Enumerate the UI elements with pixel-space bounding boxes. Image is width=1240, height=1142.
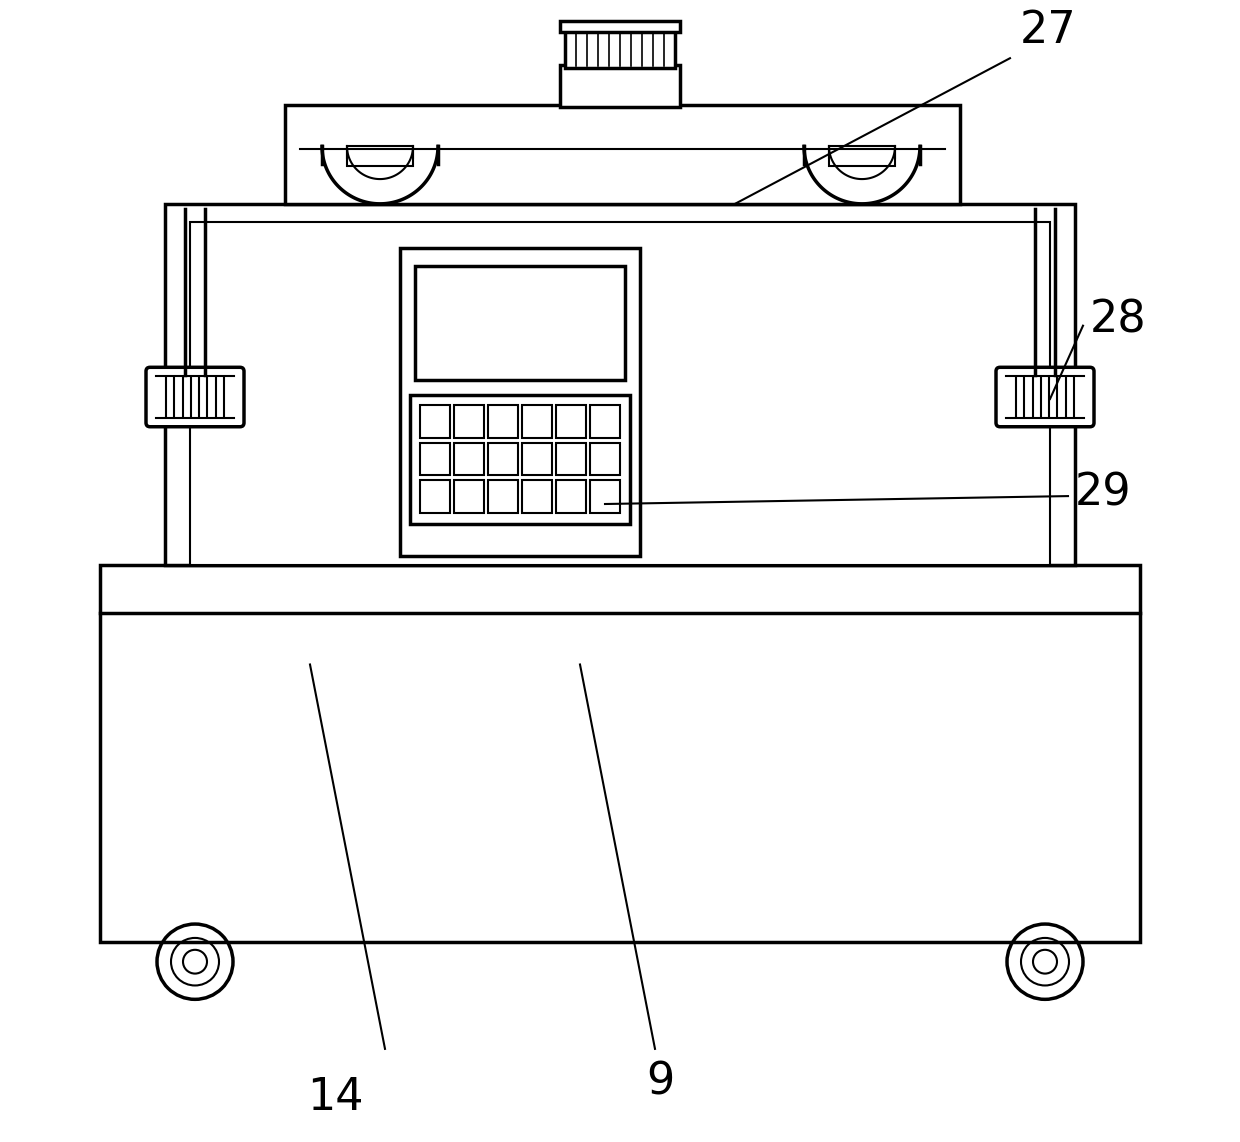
- Bar: [420, 405, 450, 437]
- Text: 28: 28: [1090, 298, 1147, 341]
- Bar: [415, 266, 625, 380]
- Bar: [420, 443, 450, 475]
- Bar: [556, 405, 587, 437]
- Bar: [556, 443, 587, 475]
- Bar: [522, 481, 552, 513]
- Text: 27: 27: [1021, 9, 1076, 53]
- Text: 29: 29: [1075, 472, 1132, 515]
- Text: 9: 9: [646, 1061, 675, 1104]
- Bar: [454, 405, 484, 437]
- Bar: [560, 21, 680, 32]
- Bar: [830, 146, 895, 167]
- Bar: [556, 481, 587, 513]
- FancyBboxPatch shape: [146, 368, 244, 427]
- Bar: [420, 481, 450, 513]
- Bar: [489, 481, 518, 513]
- FancyBboxPatch shape: [996, 368, 1094, 427]
- Bar: [347, 146, 413, 167]
- Bar: [590, 443, 620, 475]
- Bar: [522, 405, 552, 437]
- Text: 14: 14: [306, 1076, 363, 1119]
- Bar: [454, 443, 484, 475]
- Bar: [165, 203, 1075, 565]
- Bar: [100, 565, 1140, 942]
- Bar: [190, 222, 1050, 565]
- Bar: [560, 65, 680, 106]
- Bar: [565, 31, 675, 69]
- Bar: [401, 249, 640, 555]
- Bar: [489, 405, 518, 437]
- Bar: [590, 405, 620, 437]
- Bar: [285, 105, 960, 203]
- Bar: [454, 481, 484, 513]
- Bar: [410, 395, 630, 524]
- Bar: [489, 443, 518, 475]
- Bar: [522, 443, 552, 475]
- Bar: [590, 481, 620, 513]
